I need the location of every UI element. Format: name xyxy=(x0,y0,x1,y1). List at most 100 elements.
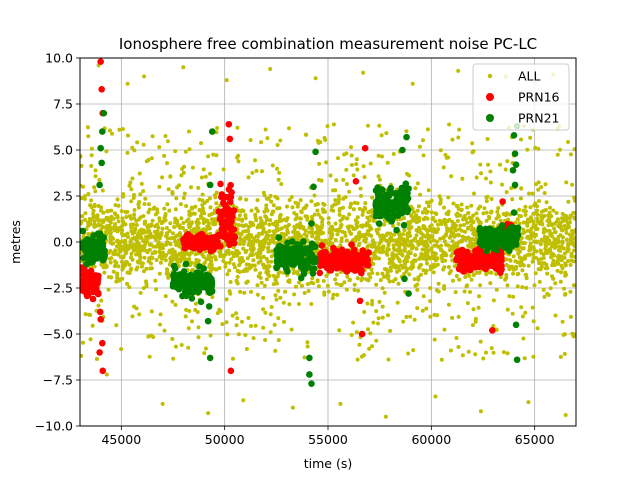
point-all xyxy=(368,214,373,219)
point-all xyxy=(457,127,462,132)
point-all xyxy=(382,267,387,271)
point-all xyxy=(447,248,452,252)
point-all xyxy=(287,302,292,307)
point-all xyxy=(370,195,375,200)
point-all xyxy=(170,337,175,341)
point-all xyxy=(114,323,119,328)
point-all xyxy=(329,235,334,240)
point-all xyxy=(93,174,98,179)
point-all xyxy=(542,214,547,218)
point-all xyxy=(443,222,448,227)
point-all xyxy=(107,250,111,255)
point-all xyxy=(459,208,464,213)
point-prn21 xyxy=(195,282,203,289)
point-all xyxy=(165,139,170,144)
point-all xyxy=(416,204,421,209)
point-all xyxy=(503,277,508,282)
point-all xyxy=(557,244,562,249)
point-all xyxy=(385,160,390,165)
y-tick-label: −7.5 xyxy=(43,373,73,388)
point-all xyxy=(252,263,257,268)
point-all xyxy=(411,348,416,353)
point-all xyxy=(80,221,83,226)
point-all xyxy=(425,261,429,266)
point-prn16 xyxy=(361,144,369,152)
point-all xyxy=(357,230,362,235)
point-all xyxy=(466,243,471,248)
point-prn21 xyxy=(309,270,317,277)
point-all xyxy=(382,222,387,227)
point-all xyxy=(278,212,283,217)
point-all xyxy=(245,279,250,284)
point-all xyxy=(531,224,536,229)
point-all xyxy=(536,146,541,151)
point-all xyxy=(290,405,295,410)
point-all xyxy=(117,246,122,251)
point-all xyxy=(531,245,536,250)
point-all xyxy=(105,223,110,228)
point-all xyxy=(279,239,284,244)
point-all xyxy=(408,265,413,270)
point-all xyxy=(187,147,192,152)
point-all xyxy=(129,187,134,192)
point-prn21 xyxy=(384,211,392,218)
point-all xyxy=(305,238,310,243)
point-all xyxy=(256,223,261,228)
point-all xyxy=(457,277,462,282)
point-prn21 xyxy=(480,239,487,246)
y-tick-label: 0.0 xyxy=(53,235,73,250)
point-all xyxy=(405,266,410,271)
point-all xyxy=(338,243,343,248)
point-all xyxy=(136,241,141,246)
point-all xyxy=(146,157,151,162)
point-all xyxy=(182,191,187,196)
point-all xyxy=(533,145,538,150)
point-all xyxy=(396,281,401,286)
point-all xyxy=(250,252,255,257)
point-prn21 xyxy=(398,199,406,207)
point-all xyxy=(551,276,556,281)
point-all xyxy=(141,238,146,243)
point-all xyxy=(341,177,346,182)
point-all xyxy=(270,163,275,168)
point-all xyxy=(504,257,509,262)
point-prn21 xyxy=(97,144,104,152)
point-all xyxy=(390,251,395,256)
point-all xyxy=(442,284,447,289)
point-all xyxy=(153,278,158,283)
point-all xyxy=(528,135,533,140)
point-prn16 xyxy=(220,199,227,207)
point-all xyxy=(243,213,248,218)
point-all xyxy=(559,263,564,268)
point-all xyxy=(328,240,333,245)
point-all xyxy=(386,276,391,281)
point-all xyxy=(365,301,370,306)
point-all xyxy=(256,260,261,265)
y-tick-label: 5.0 xyxy=(53,143,73,158)
point-all xyxy=(414,233,419,238)
point-all xyxy=(433,219,438,224)
point-all xyxy=(359,354,364,359)
point-prn21 xyxy=(275,234,283,241)
point-all xyxy=(564,180,569,185)
point-all xyxy=(442,217,447,222)
point-all xyxy=(173,220,178,225)
point-all xyxy=(337,212,342,217)
point-all xyxy=(396,242,401,247)
point-prn21 xyxy=(479,232,486,240)
point-all xyxy=(282,217,287,222)
point-all xyxy=(536,267,541,272)
point-all xyxy=(511,294,516,299)
point-all xyxy=(127,183,132,188)
point-all xyxy=(380,154,384,159)
point-all xyxy=(253,212,258,217)
point-all xyxy=(519,186,524,191)
point-all xyxy=(240,218,245,223)
point-all xyxy=(360,224,365,229)
point-prn21 xyxy=(308,220,315,227)
point-all xyxy=(547,217,552,222)
point-prn16 xyxy=(95,272,102,280)
point-all xyxy=(445,243,450,248)
point-all xyxy=(411,210,416,215)
point-all xyxy=(488,180,493,185)
